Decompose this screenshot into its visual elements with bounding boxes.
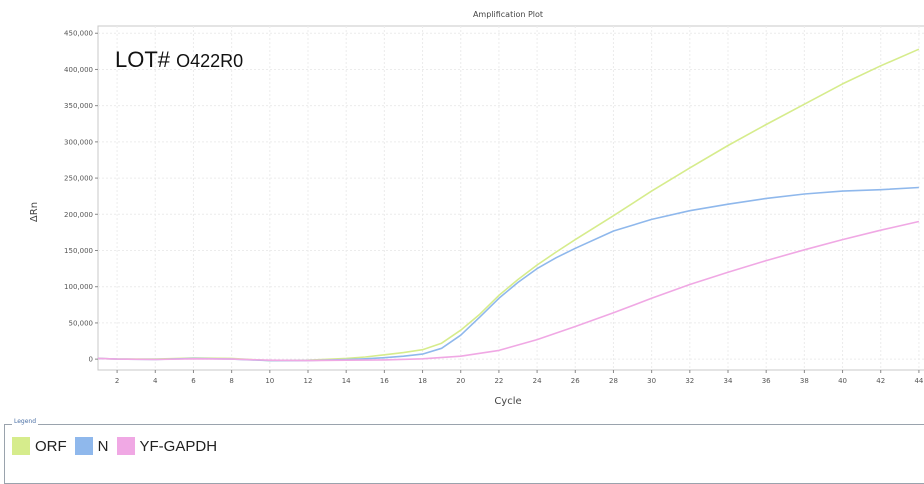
x-tick-label: 32 [685,377,694,385]
x-tick-label: 30 [647,377,656,385]
legend-swatch-yf-gapdh [116,437,135,455]
x-tick-label: 20 [456,377,465,385]
x-tick-label: 12 [304,377,313,385]
y-tick-label: 300,000 [64,138,93,146]
x-tick-label: 22 [494,377,503,385]
y-axis-label: ΔRn [29,202,40,222]
legend-items: ORF N YF-GAPDH [12,437,225,455]
amplification-chart: Amplification Plot 0 50,000 100,000 150,000… [29,10,924,407]
plot-area [97,25,924,371]
legend-title: Legend [12,418,39,425]
y-tick-label: 50,000 [69,319,94,327]
x-tick-label: 16 [380,377,389,385]
legend-swatch-orf [12,437,30,455]
x-tick-label: 34 [724,377,733,385]
y-axis-ticks: 0 50,000 100,000 150,000 200,000 250,000 300,0… [64,30,98,364]
x-tick-label: 42 [876,377,885,385]
x-tick-label: 4 [153,377,158,385]
series-layer [97,48,920,362]
y-tick-label: 0 [89,356,93,364]
x-axis-label: Cycle [494,396,521,407]
x-tick-label: 8 [229,377,233,385]
y-tick-label: 450,000 [64,30,93,38]
y-tick-label: 200,000 [64,211,93,219]
lot-prefix: LOT# [115,47,176,72]
x-tick-label: 24 [533,377,542,385]
chart-title: Amplification Plot [473,10,543,19]
lot-code: O422R0 [176,51,243,71]
legend-swatch-n [74,437,93,455]
legend-item-n[interactable]: N [74,437,109,455]
y-tick-label: 350,000 [64,102,93,110]
lot-annotation: LOT# O422R0 [115,47,243,72]
x-tick-label: 44 [914,377,923,385]
x-tick-label: 26 [571,377,580,385]
x-axis-ticks: 2 4 6 8 10 12 14 16 18 20 22 24 26 28 30 32 34 36 38 40 42 44 [115,370,924,385]
x-tick-label: 28 [609,377,618,385]
legend-item-yf-gapdh[interactable]: YF-GAPDH [116,437,218,455]
y-tick-label: 250,000 [64,175,93,183]
x-tick-label: 40 [838,377,847,385]
legend-item-orf[interactable]: ORF [12,437,67,455]
y-tick-label: 150,000 [64,247,93,255]
x-tick-label: 38 [800,377,809,385]
legend-label-n: N [97,437,109,455]
y-tick-label: 100,000 [64,283,93,291]
x-tick-label: 14 [342,377,351,385]
y-tick-label: 400,000 [64,66,93,74]
legend-label-orf: ORF [35,437,67,455]
series-line-yf-gapdh [97,220,920,362]
x-tick-label: 18 [418,377,427,385]
legend-label-yf-gapdh: YF-GAPDH [139,437,218,455]
x-tick-label: 36 [762,377,771,385]
x-tick-label: 2 [115,377,119,385]
x-tick-label: 6 [191,377,196,385]
x-tick-label: 10 [265,377,274,385]
